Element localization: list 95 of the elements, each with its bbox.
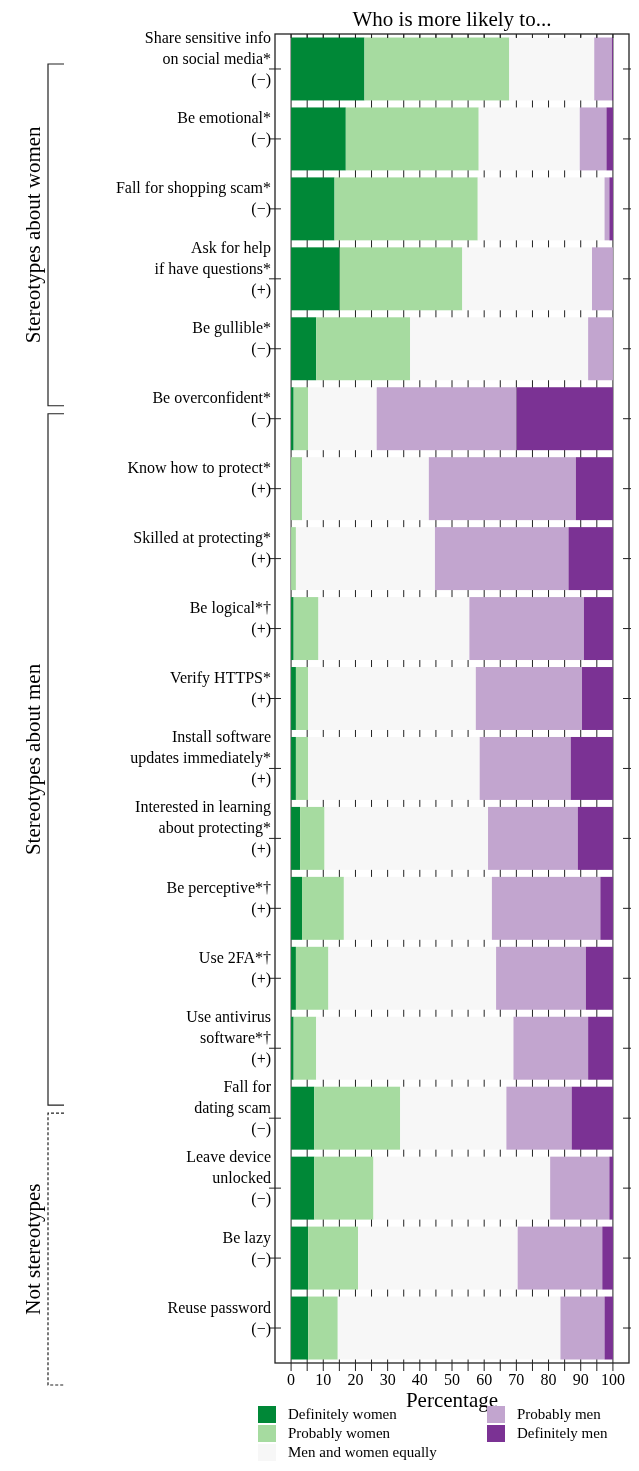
bar bbox=[588, 1016, 613, 1080]
chart-title: Who is more likely to... bbox=[352, 7, 552, 31]
bar bbox=[291, 317, 317, 381]
y-tick-label: Install software updates immediately* (+) bbox=[130, 728, 271, 789]
x-tick-label: 30 bbox=[379, 1371, 396, 1388]
bar bbox=[293, 597, 319, 661]
bar bbox=[295, 736, 309, 800]
x-tick-label: 90 bbox=[572, 1371, 589, 1388]
bar bbox=[291, 736, 296, 800]
x-tick-label: 10 bbox=[315, 1371, 332, 1388]
bar bbox=[583, 597, 613, 661]
bar bbox=[291, 1226, 309, 1290]
bar bbox=[300, 806, 325, 870]
bar bbox=[291, 107, 346, 171]
bar bbox=[291, 806, 301, 870]
bar bbox=[302, 876, 344, 940]
bar bbox=[293, 1016, 317, 1080]
bar bbox=[600, 876, 613, 940]
bar bbox=[609, 1156, 613, 1220]
bar bbox=[604, 1296, 613, 1360]
y-tick-label: Leave device unlocked (−) bbox=[186, 1148, 271, 1209]
bar bbox=[364, 37, 510, 101]
x-tick-label: 20 bbox=[347, 1371, 364, 1388]
bar bbox=[291, 37, 365, 101]
legend-label: Probably women bbox=[288, 1425, 391, 1441]
x-tick-label: 100 bbox=[600, 1371, 625, 1388]
bar bbox=[588, 317, 613, 381]
bar bbox=[606, 107, 613, 171]
x-tick-label: 40 bbox=[411, 1371, 428, 1388]
y-tick-label: Know how to protect* (+) bbox=[127, 459, 271, 499]
y-tick-label: Interested in learning about protecting* (+) bbox=[135, 798, 271, 859]
legend-label: Men and women equally bbox=[288, 1444, 438, 1460]
bar bbox=[591, 247, 613, 311]
bar bbox=[291, 527, 296, 591]
legend-label: Definitely women bbox=[288, 1406, 398, 1422]
y-tick-label: Fall for dating scam (−) bbox=[194, 1078, 272, 1139]
bar bbox=[295, 667, 309, 730]
y-tick-label: Share sensitive info on social media* (−) bbox=[144, 28, 271, 89]
text: Not stereotypes bbox=[21, 1183, 45, 1315]
bar bbox=[594, 37, 612, 101]
bar bbox=[602, 1226, 613, 1290]
bar bbox=[579, 107, 607, 171]
y-tick-label: Skilled at protecting* (+) bbox=[133, 529, 271, 569]
x-tick-label: 70 bbox=[508, 1371, 525, 1388]
bar bbox=[291, 946, 296, 1010]
bar bbox=[291, 247, 340, 311]
bar bbox=[570, 736, 613, 800]
y-tick-label: Be logical*† (+) bbox=[189, 599, 271, 639]
bar bbox=[337, 1296, 561, 1360]
legend-label: Probably men bbox=[517, 1406, 602, 1422]
bar bbox=[291, 1086, 315, 1150]
bar bbox=[291, 1016, 294, 1080]
bar bbox=[291, 597, 294, 661]
y-tick-label: Fall for shopping scam* (−) bbox=[115, 179, 271, 219]
y-tick-label: Be emotional* (−) bbox=[177, 109, 271, 149]
bar bbox=[568, 527, 613, 591]
bar bbox=[582, 667, 613, 730]
bar bbox=[571, 1086, 613, 1150]
y-tick-label: Be gullible* (−) bbox=[192, 319, 271, 359]
bar bbox=[291, 177, 335, 241]
bar bbox=[609, 177, 613, 241]
text: Stereotypes about men bbox=[21, 663, 45, 856]
bar bbox=[560, 1296, 605, 1360]
x-tick-label: 60 bbox=[476, 1371, 493, 1388]
y-tick-label: Ask for help if have questions* (+) bbox=[154, 238, 271, 299]
x-tick-label: 0 bbox=[287, 1371, 296, 1388]
bar bbox=[291, 1296, 309, 1360]
bar bbox=[291, 457, 303, 521]
bar bbox=[316, 317, 411, 381]
y-tick-label: Use 2FA*† (+) bbox=[198, 948, 271, 988]
bar bbox=[308, 1226, 359, 1290]
bar bbox=[509, 37, 595, 101]
y-tick-label: Be overconfident* (−) bbox=[152, 389, 271, 429]
text: Stereotypes about women bbox=[21, 125, 45, 344]
y-tick-label: Be perceptive*† (+) bbox=[166, 878, 271, 918]
bar bbox=[291, 667, 296, 730]
bar bbox=[291, 387, 294, 451]
bar bbox=[293, 387, 309, 451]
bar bbox=[516, 387, 613, 451]
x-axis-title: Percentage bbox=[405, 1388, 499, 1412]
legend-label: Definitely men bbox=[517, 1425, 608, 1441]
bar bbox=[410, 317, 589, 381]
y-tick-label: Reuse password (−) bbox=[167, 1298, 271, 1338]
y-tick-label: Be lazy (−) bbox=[222, 1228, 271, 1268]
bar bbox=[577, 806, 613, 870]
y-tick-label: Use antivirus software*† (+) bbox=[186, 1008, 271, 1069]
x-tick-label: 80 bbox=[540, 1371, 557, 1388]
x-tick-label: 50 bbox=[444, 1371, 460, 1388]
bar bbox=[308, 1296, 338, 1360]
bar bbox=[575, 457, 613, 521]
bar bbox=[295, 946, 329, 1010]
bar bbox=[585, 946, 613, 1010]
bar bbox=[291, 876, 303, 940]
y-tick-label: Verify HTTPS* (+) bbox=[170, 669, 271, 708]
bar bbox=[291, 1156, 315, 1220]
